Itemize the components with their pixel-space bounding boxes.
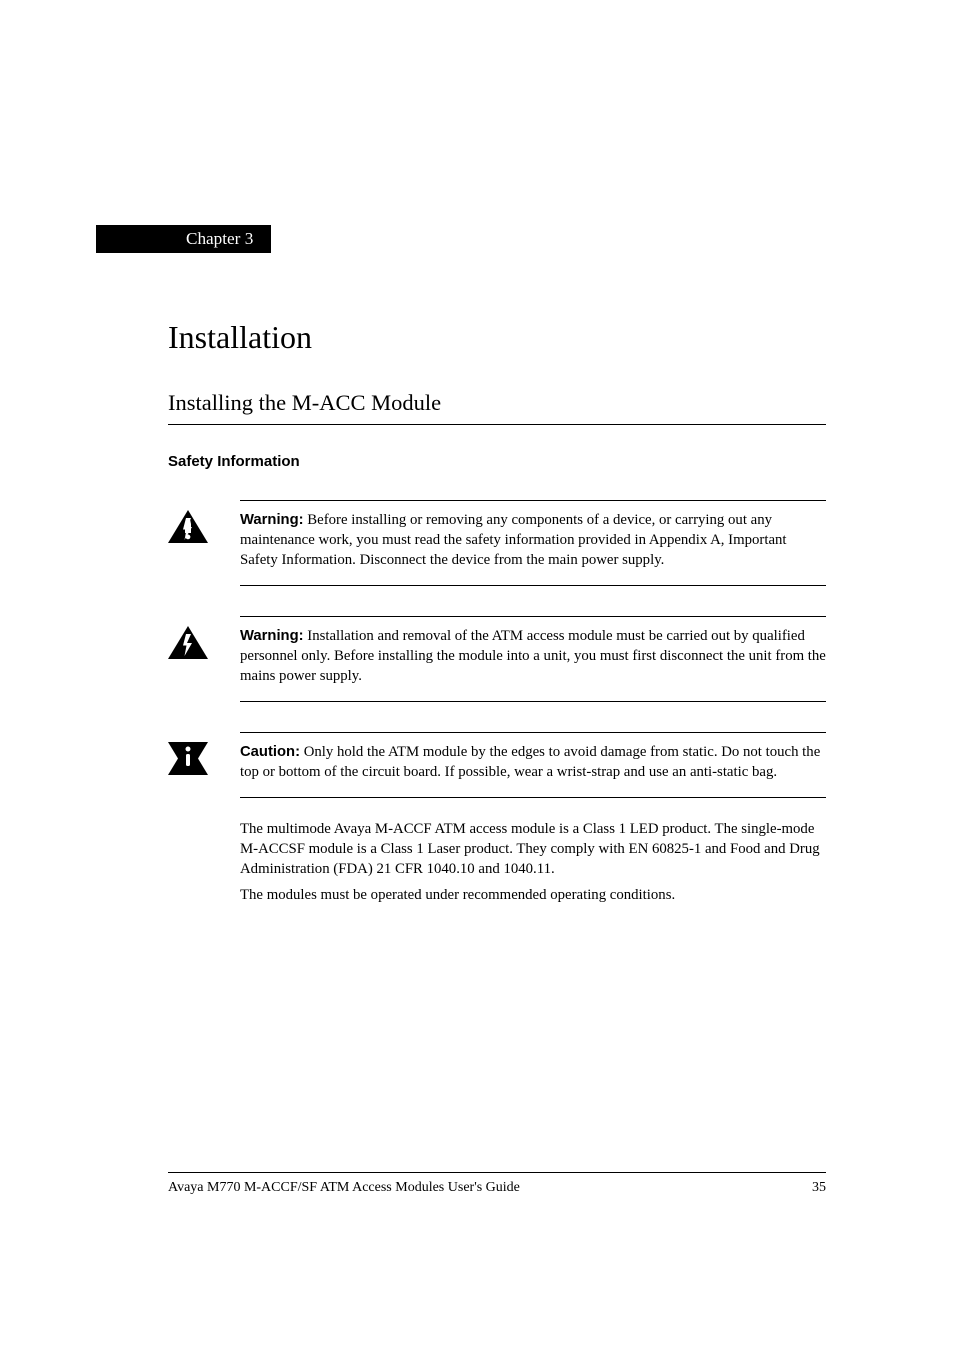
warning-notice: Warning: Before installing or removing a… [168,500,826,586]
body-paragraph: The multimode Avaya M-ACCF ATM access mo… [240,820,826,880]
warning-notice: Warning: Installation and removal of the… [168,616,826,702]
notice-content: Warning: Before installing or removing a… [240,500,826,586]
warning-icon [168,500,220,543]
notice-text: Installation and removal of the ATM acce… [240,628,826,684]
chapter-label: Chapter 3 [186,229,253,248]
footer-page-number: 35 [812,1180,826,1196]
page-footer: Avaya M770 M-ACCF/SF ATM Access Modules … [168,1172,826,1196]
footer-left: Avaya M770 M-ACCF/SF ATM Access Modules … [168,1180,520,1196]
notice-content: Warning: Installation and removal of the… [240,616,826,702]
notice-content: Caution: Only hold the ATM module by the… [240,732,826,798]
notice-label: Caution: [240,744,300,760]
section-title: Installing the M-ACC Module [168,390,826,425]
subsection-title: Safety Information [168,453,826,470]
notice-label: Warning: [240,628,304,644]
notice-text: Before installing or removing any compon… [240,512,787,568]
notice-label: Warning: [240,512,304,528]
body-paragraph: The modules must be operated under recom… [240,886,826,906]
caution-icon [168,732,220,775]
warning-icon [168,616,220,659]
chapter-title: Installation [168,319,826,356]
chapter-tab: Chapter 3 [168,225,271,253]
caution-notice: Caution: Only hold the ATM module by the… [168,732,826,798]
notice-text: Only hold the ATM module by the edges to… [240,744,820,780]
